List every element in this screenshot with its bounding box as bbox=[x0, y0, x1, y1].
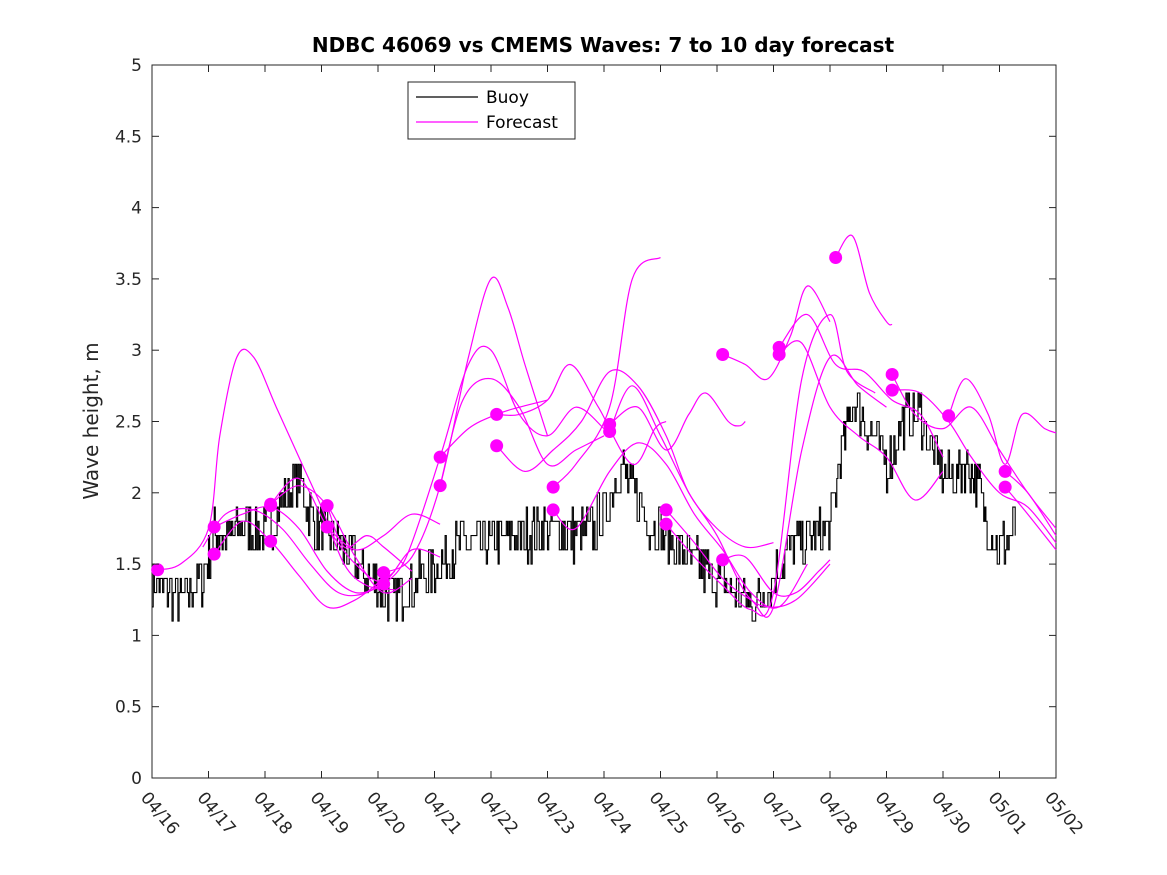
forecast-line bbox=[665, 314, 876, 617]
chart-title: NDBC 46069 vs CMEMS Waves: 7 to 10 day f… bbox=[312, 33, 895, 57]
forecast-line bbox=[778, 313, 944, 458]
forecast-line bbox=[496, 369, 774, 549]
forecast-marker bbox=[264, 499, 278, 513]
forecast-line bbox=[722, 554, 831, 597]
x-tick-label: 04/29 bbox=[871, 788, 918, 838]
forecast-line bbox=[270, 477, 441, 583]
x-tick-label: 04/26 bbox=[701, 788, 748, 838]
forecast-marker bbox=[603, 424, 617, 438]
forecast-marker bbox=[659, 517, 673, 531]
x-tick-label: 04/18 bbox=[249, 788, 296, 838]
forecast-marker bbox=[772, 347, 786, 361]
forecast-line bbox=[948, 378, 1057, 465]
forecast-marker bbox=[998, 480, 1012, 494]
y-tick-label: 4.5 bbox=[115, 127, 142, 147]
forecast-marker bbox=[320, 499, 334, 513]
x-tick-label: 04/17 bbox=[193, 788, 240, 838]
x-tick-label: 04/25 bbox=[645, 788, 692, 838]
x-tick-label: 04/20 bbox=[362, 788, 409, 838]
y-axis-label: Wave height, m bbox=[79, 342, 103, 499]
y-tick-label: 2.5 bbox=[115, 413, 142, 433]
forecast-series-group bbox=[151, 234, 1057, 618]
y-tick-label: 0.5 bbox=[115, 698, 142, 718]
y-tick-label: 3 bbox=[131, 341, 142, 361]
y-tick-label: 1.5 bbox=[115, 555, 142, 575]
forecast-line bbox=[383, 276, 549, 574]
forecast-marker bbox=[885, 383, 899, 397]
forecast-line bbox=[665, 354, 887, 618]
forecast-line bbox=[609, 392, 746, 451]
forecast-marker bbox=[207, 520, 221, 534]
x-tick-label: 05/01 bbox=[984, 788, 1031, 838]
plot-area: 0 0.5 1 1.5 2 2.5 3 3.5 4 4.5 5 04/16 04/17 04/18 04/1… bbox=[115, 56, 1087, 839]
forecast-line bbox=[1004, 486, 1057, 551]
forecast-marker bbox=[998, 464, 1012, 478]
forecast-marker bbox=[716, 347, 730, 361]
forecast-line bbox=[835, 234, 893, 326]
x-tick-label: 04/16 bbox=[136, 788, 183, 838]
x-tick-label: 04/22 bbox=[475, 788, 522, 838]
x-tick-label: 04/19 bbox=[306, 788, 353, 838]
y-tick-label: 5 bbox=[131, 56, 142, 76]
y-tick-label: 2 bbox=[131, 484, 142, 504]
forecast-line bbox=[151, 348, 395, 591]
legend-forecast-label: Forecast bbox=[486, 113, 558, 133]
forecast-marker bbox=[377, 577, 391, 591]
forecast-marker bbox=[659, 503, 673, 517]
forecast-marker bbox=[490, 439, 504, 453]
buoy-line bbox=[152, 392, 1016, 622]
forecast-marker bbox=[546, 503, 560, 517]
forecast-marker bbox=[151, 563, 165, 577]
y-tick-label: 4 bbox=[131, 199, 142, 219]
legend: Buoy Forecast bbox=[407, 81, 576, 140]
buoy-series bbox=[152, 392, 1016, 622]
forecast-marker bbox=[320, 520, 334, 534]
forecast-marker bbox=[433, 450, 447, 464]
forecast-line bbox=[213, 505, 384, 594]
x-tick-label: 04/23 bbox=[532, 788, 579, 838]
forecast-marker bbox=[546, 480, 560, 494]
forecast-marker bbox=[207, 547, 221, 561]
x-tick-label: 04/21 bbox=[419, 788, 466, 838]
y-tick-label: 0 bbox=[131, 769, 142, 789]
forecast-marker bbox=[829, 251, 843, 265]
x-tick-label: 04/27 bbox=[758, 788, 805, 838]
legend-box bbox=[407, 81, 576, 140]
forecast-line bbox=[552, 442, 808, 609]
forecast-line bbox=[383, 345, 605, 585]
x-tick-label: 04/28 bbox=[814, 788, 861, 838]
forecast-marker bbox=[490, 407, 504, 421]
forecast-marker bbox=[377, 566, 391, 580]
y-tick-label: 1 bbox=[131, 626, 142, 646]
forecast-line bbox=[270, 485, 413, 594]
legend-buoy-label: Buoy bbox=[486, 88, 529, 108]
forecast-markers bbox=[151, 251, 1012, 591]
forecast-line bbox=[722, 285, 831, 381]
forecast-marker bbox=[942, 409, 956, 423]
forecast-line bbox=[552, 256, 661, 488]
forecast-marker bbox=[716, 553, 730, 567]
y-tick-label: 3.5 bbox=[115, 270, 142, 290]
forecast-line bbox=[213, 520, 384, 609]
forecast-line bbox=[778, 340, 944, 501]
x-tick-label: 04/30 bbox=[927, 788, 974, 838]
x-tick-label: 05/02 bbox=[1040, 788, 1087, 838]
forecast-marker bbox=[264, 534, 278, 548]
forecast-line bbox=[892, 389, 1057, 544]
forecast-marker bbox=[433, 479, 447, 493]
forecast-line bbox=[609, 385, 831, 608]
x-tick-label: 04/24 bbox=[588, 788, 635, 838]
forecast-marker bbox=[885, 367, 899, 381]
